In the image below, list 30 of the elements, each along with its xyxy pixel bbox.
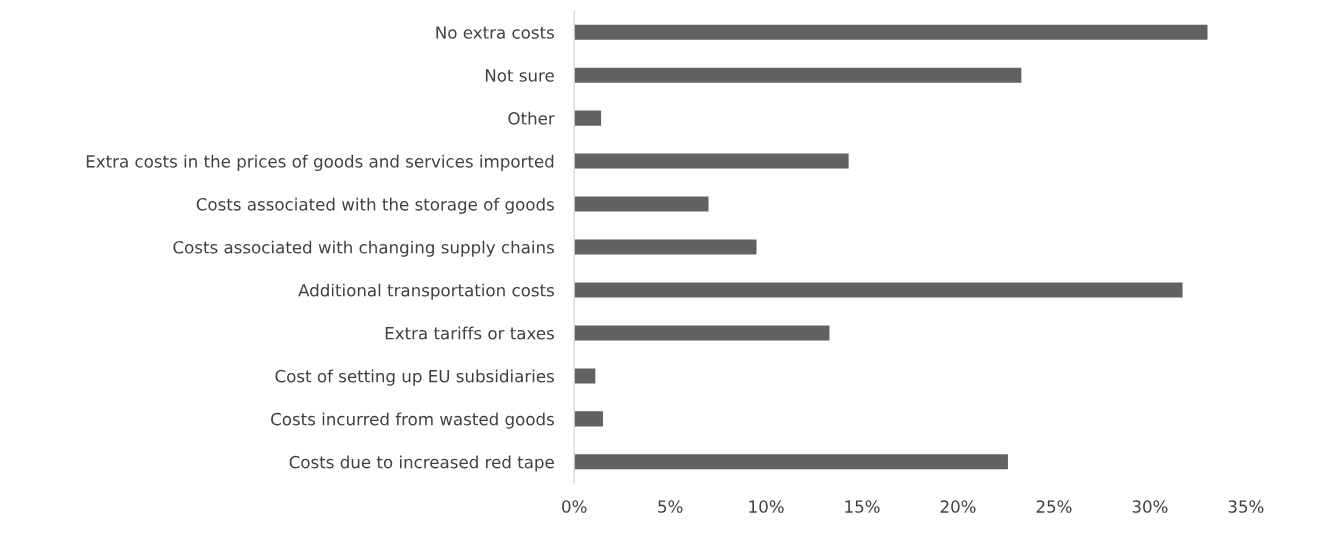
bar (574, 153, 849, 169)
y-tick-label: Cost of setting up EU subsidiaries (275, 369, 554, 386)
x-tick-label: 20% (940, 500, 976, 513)
y-tick-label: Costs associated with the storage of goods (196, 197, 554, 214)
x-tick-label: 0% (562, 500, 587, 513)
y-tick-label: Extra costs in the prices of goods and services imported (86, 154, 554, 171)
y-tick-label: No extra costs (436, 26, 554, 39)
bar (574, 368, 596, 384)
bar (574, 196, 709, 212)
bar (574, 110, 602, 126)
y-tick-label: Not sure (485, 69, 554, 82)
y-tick-label: Additional transportation costs (298, 283, 554, 300)
bar (574, 67, 1022, 83)
x-tick-label: 25% (1036, 500, 1072, 513)
y-tick-label: Other (508, 111, 555, 125)
bar (574, 239, 757, 255)
x-tick-label: 35% (1228, 500, 1264, 513)
bar (574, 24, 1208, 40)
bar (574, 282, 1183, 298)
bar (574, 411, 603, 427)
x-tick-label: 10% (749, 500, 784, 513)
x-tick-label: 15% (845, 500, 880, 513)
y-tick-label: Costs due to increased red tape (289, 455, 554, 472)
bar (574, 454, 1008, 470)
bar (574, 325, 830, 341)
x-tick-label: 30% (1132, 500, 1168, 513)
y-tick-label: Costs associated with changing supply chains (173, 240, 554, 257)
y-tick-label: Costs incurred from wasted goods (271, 412, 554, 429)
y-tick-label: Extra tariffs or taxes (385, 326, 554, 340)
x-tick-label: 5% (658, 500, 683, 513)
